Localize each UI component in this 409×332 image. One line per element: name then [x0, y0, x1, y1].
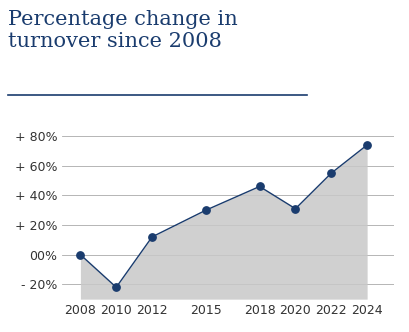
Point	[149, 234, 155, 239]
Point	[202, 208, 209, 213]
Point	[292, 206, 299, 211]
Point	[113, 285, 119, 290]
Point	[256, 184, 263, 189]
Point	[364, 142, 371, 148]
Point	[77, 252, 84, 257]
Text: Percentage change in
turnover since 2008: Percentage change in turnover since 2008	[8, 10, 238, 51]
Point	[328, 170, 335, 176]
